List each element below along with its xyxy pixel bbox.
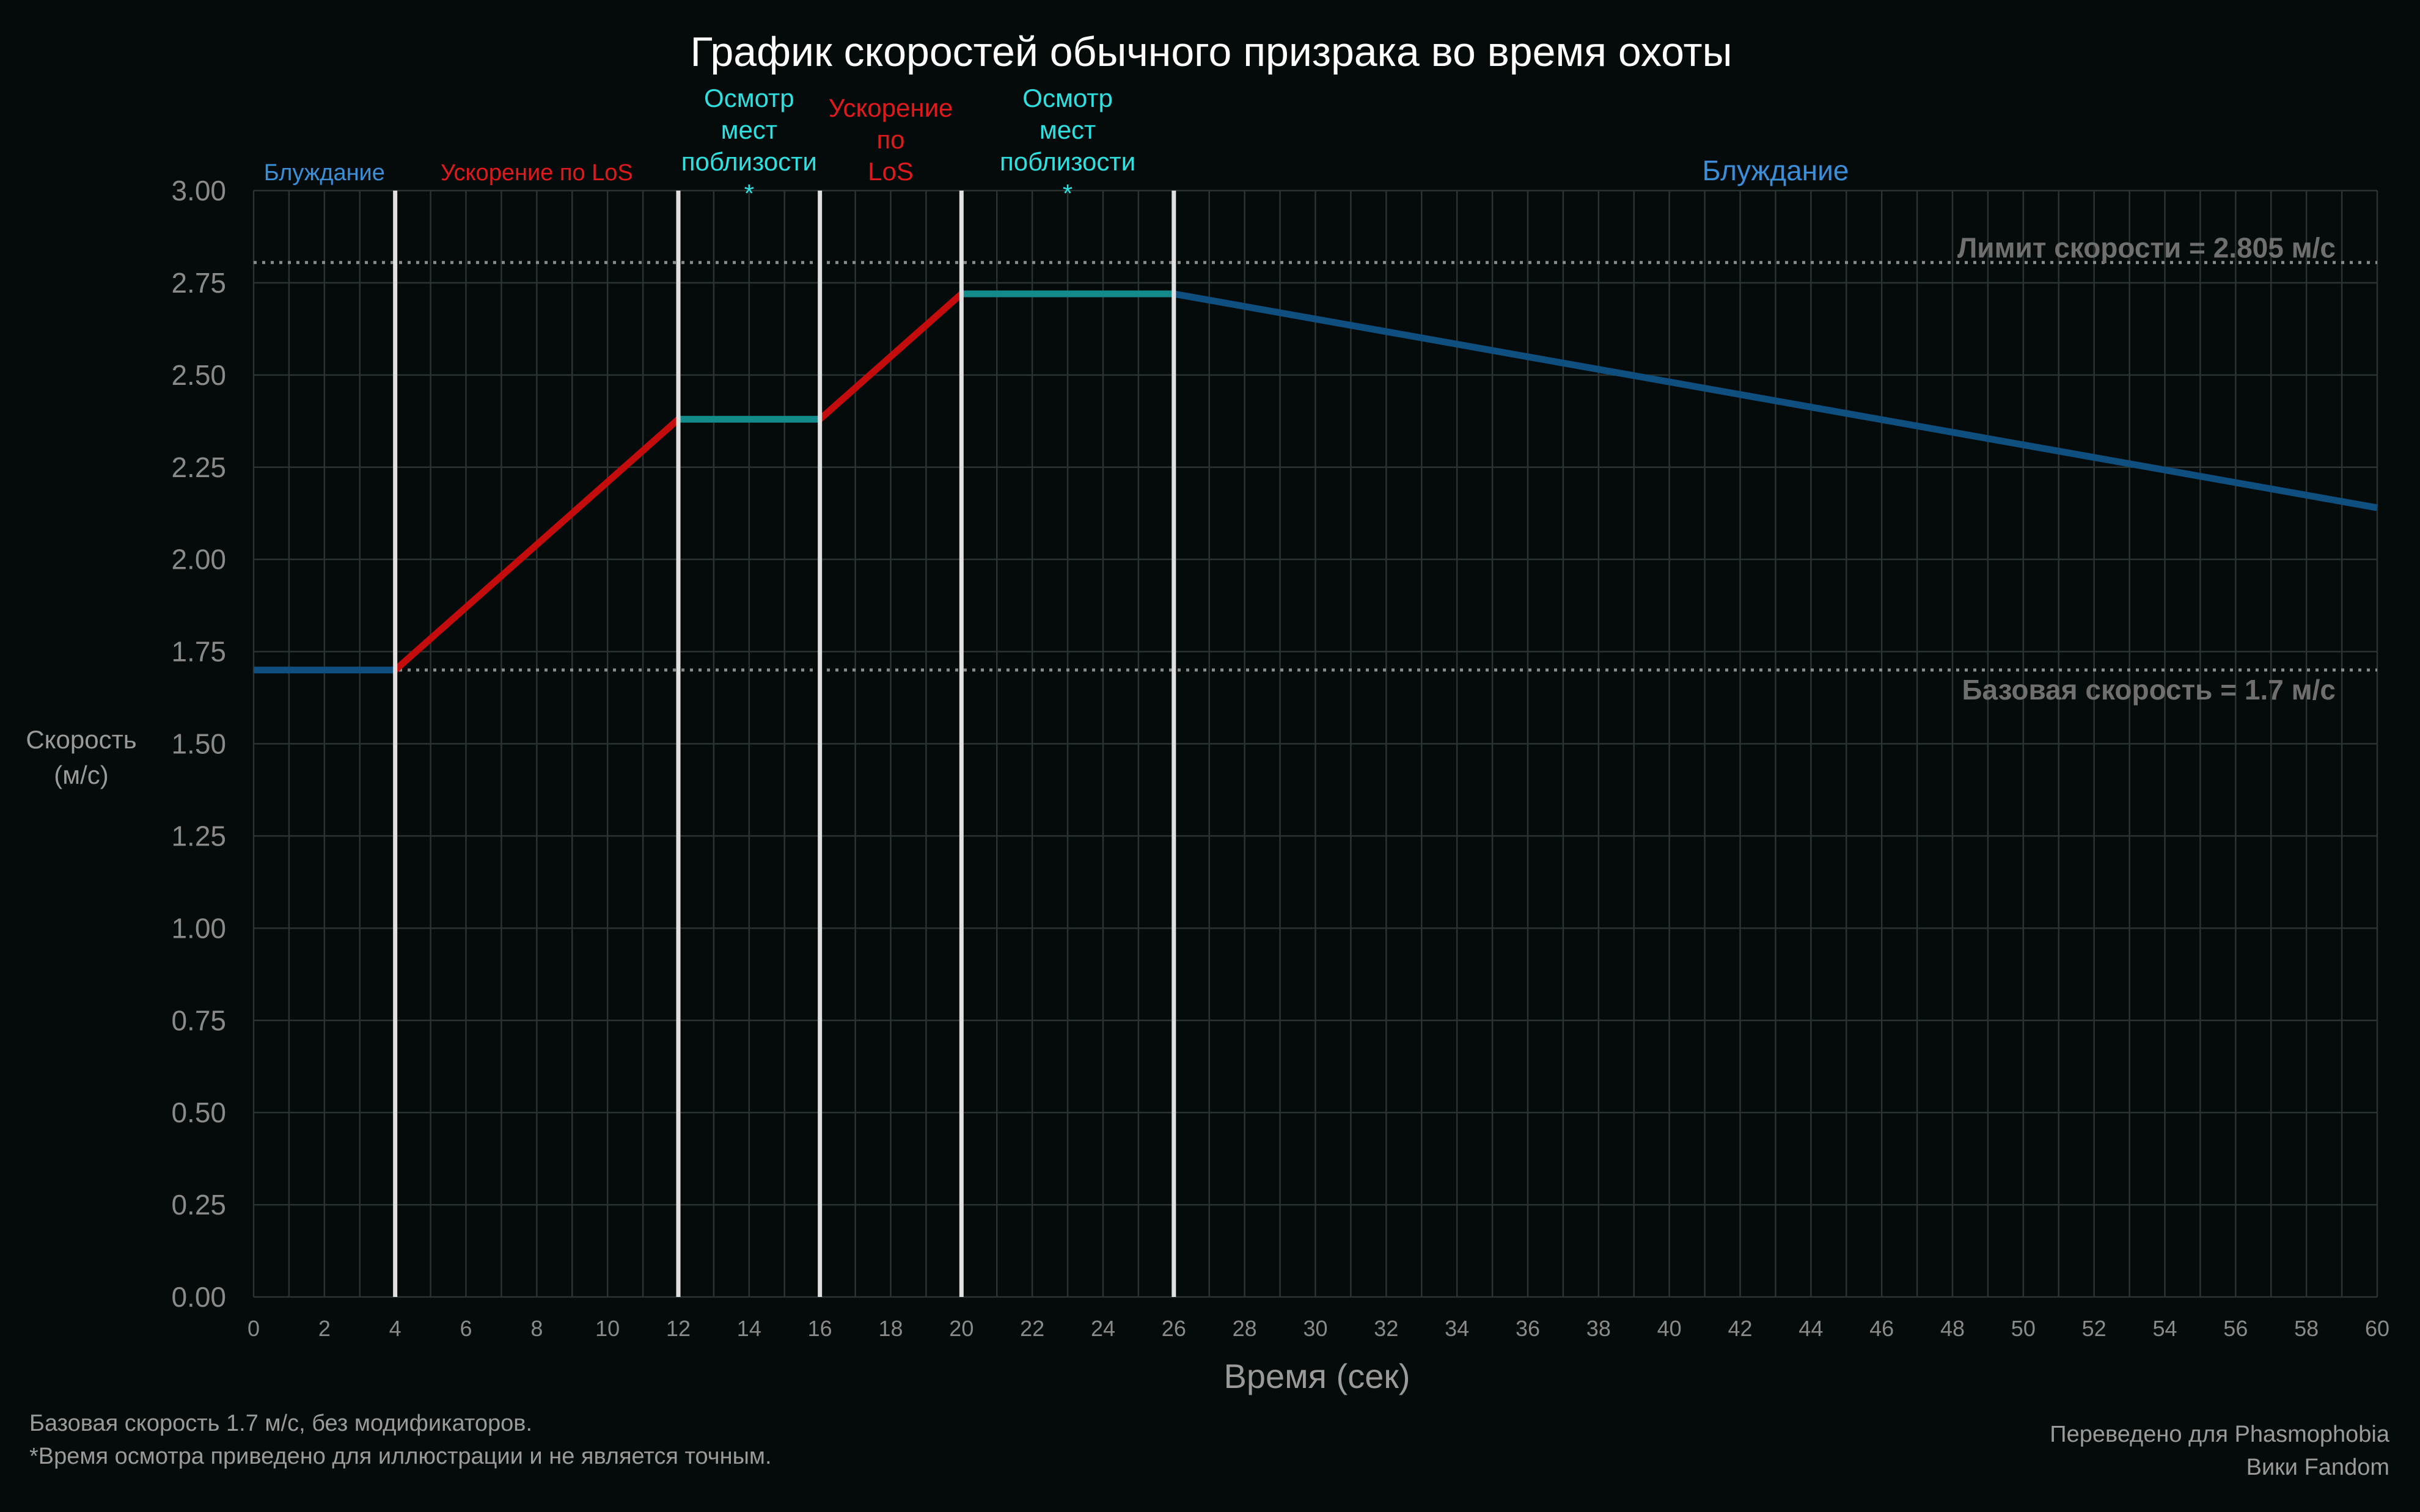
phase-label: Осмотр [1022,84,1113,112]
x-tick-label: 48 [1940,1316,1965,1341]
y-tick-label: 2.75 [171,267,226,299]
x-tick-label: 40 [1657,1316,1682,1341]
x-tick-label: 18 [878,1316,903,1341]
y-tick-label: 1.75 [171,636,226,668]
credit-line1: Переведено для Phasmophobia [2050,1422,2390,1447]
y-tick-label: 2.50 [171,359,226,391]
phase-label: Блуждание [1702,155,1849,186]
credit-line2: Вики Fandom [2246,1455,2389,1480]
phase-labels: Блуждание Ускорение по LoS Осмотр мест побли… [264,84,1849,208]
x-tick-label: 14 [737,1316,761,1341]
x-tick-label: 54 [2152,1316,2177,1341]
x-tick-label: 6 [460,1316,472,1341]
x-tick-label: 10 [595,1316,620,1341]
x-tick-label: 12 [666,1316,691,1341]
footnote-search-time: *Время осмотра приведено для иллюстрации… [29,1444,772,1469]
phase-label: по [876,125,904,154]
x-tick-label: 56 [2223,1316,2248,1341]
x-tick-label: 28 [1233,1316,1257,1341]
speed-series [254,290,2378,674]
x-tick-label: 26 [1162,1316,1186,1341]
speed-segment-los [818,291,964,422]
y-tick-label: 0.50 [171,1097,226,1128]
phase-label: Ускорение по LoS [441,160,633,186]
phase-label: LoS [868,157,914,186]
y-tick-label: 2.25 [171,451,226,483]
x-axis-label: Время (сек) [1224,1357,1410,1395]
x-tick-label: 46 [1869,1316,1894,1341]
phase-label: Осмотр [704,84,794,112]
phase-boundaries [393,191,1176,1297]
x-tick-label: 52 [2082,1316,2106,1341]
phase-label: * [744,179,754,208]
reference-line-label: Лимит скорости = 2.805 м/с [1957,232,2336,264]
x-tick-label: 60 [2365,1316,2389,1341]
tick-labels: 0 2 4 6 8 10 12 14 16 18 20 22 24 26 28 30 32 34 36 38 40 42 4… [171,175,2389,1341]
x-tick-label: 8 [530,1316,543,1341]
y-tick-label: 0.00 [171,1281,226,1313]
y-tick-label: 1.50 [171,728,226,760]
x-tick-label: 24 [1091,1316,1115,1341]
x-tick-label: 32 [1374,1316,1398,1341]
y-tick-label: 0.25 [171,1189,226,1221]
x-tick-label: 42 [1728,1316,1752,1341]
phase-label: Блуждание [264,160,385,186]
x-tick-label: 38 [1586,1316,1611,1341]
reference-lines: Лимит скорости = 2.805 м/с Базовая скорос… [254,232,2377,706]
footnote-base-speed: Базовая скорость 1.7 м/с, без модификато… [29,1411,532,1436]
x-tick-label: 2 [318,1316,331,1341]
y-axis-label-line1: Скорость [26,725,136,754]
chart-title: График скоростей обычного призрака во вр… [690,29,1732,75]
phase-label: Ускорение [829,93,953,122]
y-tick-label: 2.00 [171,544,226,575]
x-tick-label: 16 [808,1316,832,1341]
phase-label: мест [1040,115,1096,144]
phase-label: мест [721,115,777,144]
reference-line-label: Базовая скорость = 1.7 м/с [1962,674,2336,706]
phase-label: поблизости [681,147,817,176]
x-tick-label: 34 [1445,1316,1469,1341]
phase-label: * [1063,179,1072,208]
x-tick-label: 58 [2294,1316,2319,1341]
x-tick-label: 30 [1303,1316,1327,1341]
y-tick-label: 1.00 [171,912,226,944]
grid [252,189,2378,1298]
speed-segment-wander [1173,290,2378,511]
y-tick-label: 1.25 [171,820,226,852]
x-tick-label: 44 [1799,1316,1823,1341]
x-tick-label: 22 [1020,1316,1044,1341]
phase-label: поблизости [1000,147,1135,176]
y-axis-label-line2: (м/с) [54,761,109,789]
x-tick-label: 50 [2011,1316,2036,1341]
x-tick-label: 4 [389,1316,402,1341]
y-tick-label: 3.00 [171,175,226,206]
y-tick-label: 0.75 [171,1004,226,1036]
speed-segment-los [393,417,681,673]
x-tick-label: 36 [1516,1316,1540,1341]
x-tick-label: 20 [949,1316,974,1341]
x-tick-label: 0 [248,1316,260,1341]
